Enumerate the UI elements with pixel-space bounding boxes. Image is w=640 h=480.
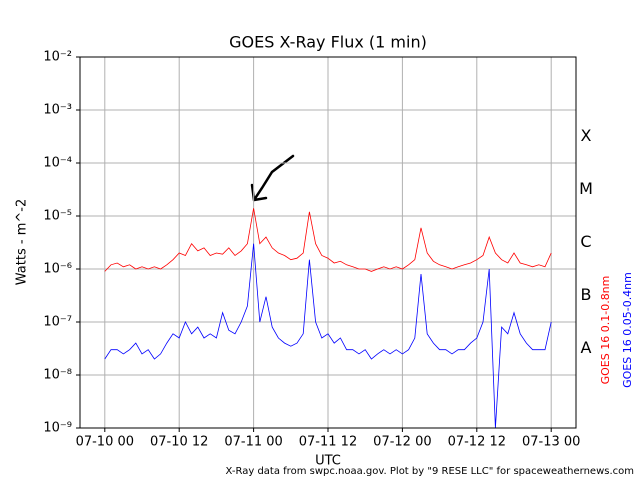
x-tick-label: 07-11 00	[224, 435, 282, 450]
y-tick-label: 10⁻²	[43, 50, 72, 65]
y-axis-label: Watts - m^-2	[15, 199, 30, 285]
y-tick-label: 10⁻⁴	[43, 156, 72, 171]
flare-class-label: X	[581, 126, 592, 145]
flare-class-label: C	[580, 232, 591, 251]
y-tick-label: 10⁻³	[43, 103, 72, 118]
flare-class-label: M	[579, 179, 593, 198]
legend-entry: GOES 16 0.05-0.4nm	[621, 272, 634, 388]
legend-entry: GOES 16 0.1-0.8nm	[599, 276, 612, 385]
y-tick-label: 10⁻⁷	[43, 315, 72, 330]
footer: X-Ray data from swpc.noaa.gov. Plot by "…	[226, 466, 634, 477]
x-tick-label: 07-13 00	[522, 435, 580, 450]
y-tick-label: 10⁻⁶	[43, 262, 72, 277]
x-axis-label: UTC	[315, 454, 341, 469]
x-tick-label: 07-10 12	[150, 435, 208, 450]
x-tick-label: 07-12 12	[448, 435, 506, 450]
y-tick-label: 10⁻⁵	[43, 209, 72, 224]
flare-class-label: A	[581, 338, 592, 357]
chart-title: GOES X-Ray Flux (1 min)	[229, 33, 427, 52]
y-tick-label: 10⁻⁹	[43, 421, 72, 436]
x-tick-label: 07-12 00	[373, 435, 431, 450]
flare-class-label: B	[581, 285, 592, 304]
plot-frame	[79, 56, 577, 429]
series-line	[104, 243, 552, 429]
x-tick-label: 07-11 12	[299, 435, 357, 450]
series-line	[104, 208, 552, 272]
y-tick-label: 10⁻⁸	[43, 368, 72, 383]
x-tick-label: 07-10 00	[76, 435, 134, 450]
